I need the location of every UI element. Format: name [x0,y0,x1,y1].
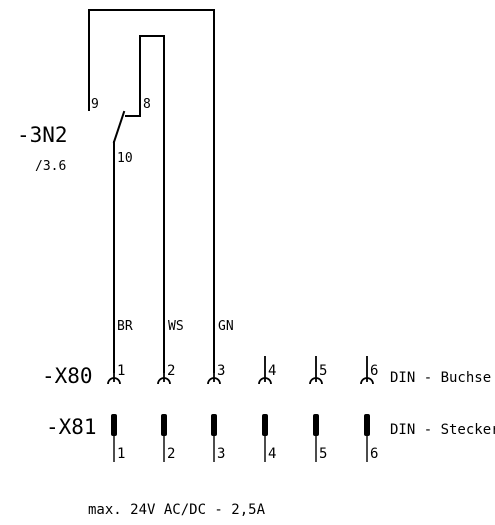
terminal-10-label: 10 [117,151,133,166]
x81-pin-5-label: 5 [319,446,327,462]
x81-pin-1-label: 1 [117,446,125,462]
x80-pin-1-label: 1 [117,363,125,379]
x81-plug-6: 6 [364,414,378,462]
x81-plug-2: 2 [161,414,175,462]
x80-socket-4: 4 [258,356,276,385]
x81-plug-4: 4 [262,414,276,462]
x81-pin-3-label: 3 [217,446,225,462]
x80-pin-4-label: 4 [268,363,276,379]
wire-color-ws: WS [168,319,184,334]
relay-reference: /3.6 [35,159,66,174]
x80-designation: -X80 [42,364,93,388]
switch-blade [112,110,126,144]
x81-description: DIN - Stecker [390,422,495,438]
x80-socket-1: 1 [107,363,125,385]
x80-pin-6-label: 6 [370,363,378,379]
x81-pin-6-label: 6 [370,446,378,462]
x80-description: DIN - Buchse [390,370,491,386]
x80-socket-3: 3 [207,363,225,385]
x80-pin-3-label: 3 [217,363,225,379]
wire-loop-terminal-9-to-gn [88,9,215,373]
wire-color-gn: GN [218,319,234,334]
rating-note: max. 24V AC/DC - 2,5A [88,502,266,518]
x80-pin-5-label: 5 [319,363,327,379]
contact-stub-terminal-8 [125,109,141,117]
relay-designation: -3N2 [17,123,68,147]
x81-designation: -X81 [46,415,97,439]
relay-wiring [88,9,215,373]
x80-socket-2: 2 [157,363,175,385]
x80-pin-2-label: 2 [167,363,175,379]
wire-terminal-8-to-ws [139,35,165,373]
x81-plug-3: 3 [211,414,225,462]
x80-socket-5: 5 [309,356,327,385]
terminal-9-label: 9 [91,97,99,112]
x81-plug-1: 1 [111,414,125,462]
terminal-8-label: 8 [143,97,151,112]
wire-color-br: BR [117,319,133,334]
x81-pin-4-label: 4 [268,446,276,462]
connector-x81: -X81 1 2 3 4 5 6 [46,414,495,462]
x81-pin-2-label: 2 [167,446,175,462]
connector-x80: -X80 1 2 3 4 5 6 DIN - Buchse [42,356,491,388]
x81-plug-5: 5 [313,414,327,462]
x80-socket-6: 6 [360,356,378,385]
